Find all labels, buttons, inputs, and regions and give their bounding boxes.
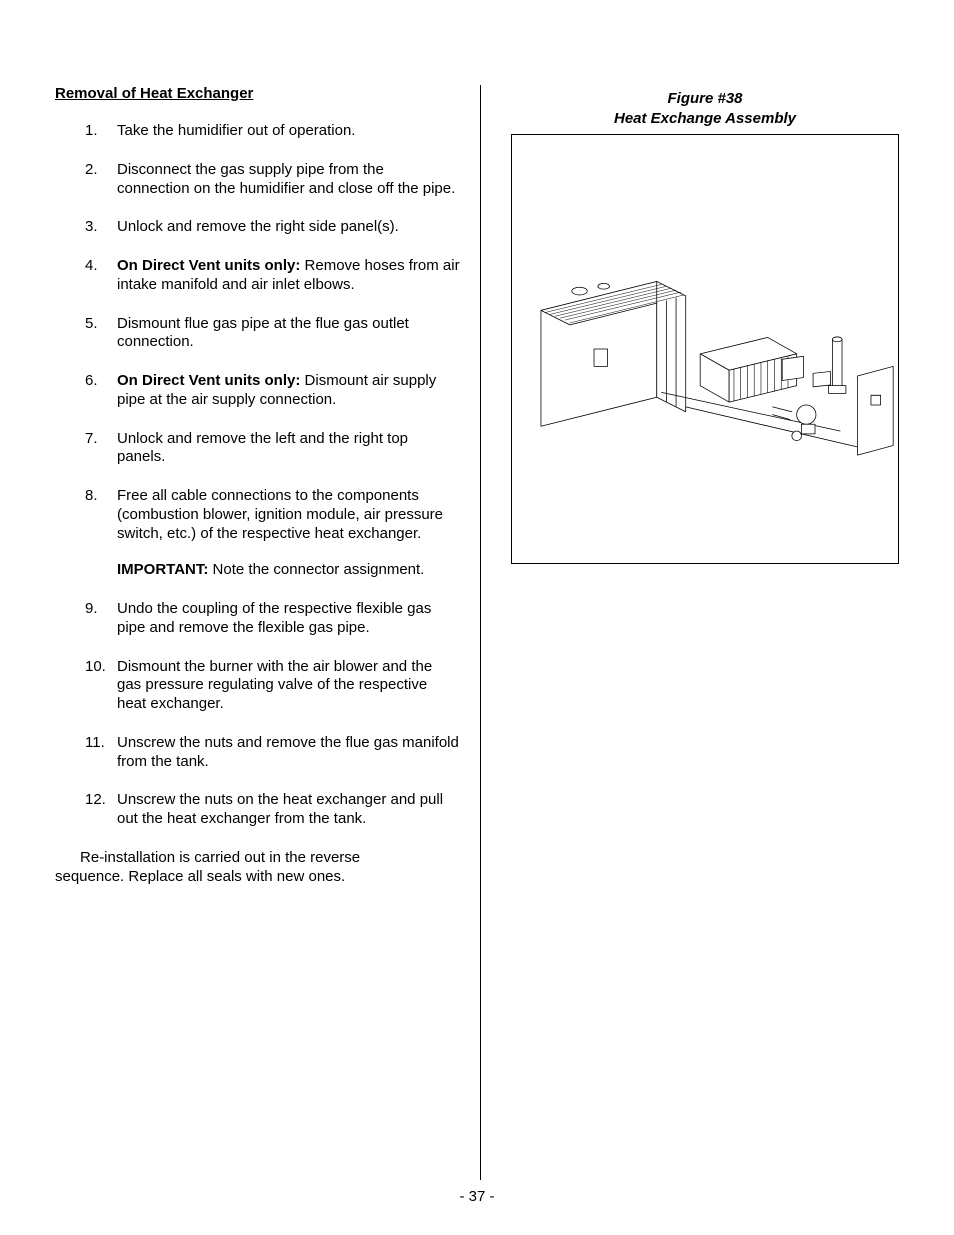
right-column: Figure #38 Heat Exchange Assembly [501,85,899,1180]
step-number: 5. [85,315,98,334]
step-number: 9. [85,600,98,619]
step-text: Undo the coupling of the respective flex… [117,600,431,636]
step-7: 7. Unlock and remove the left and the ri… [85,430,460,468]
step-1: 1. Take the humidifier out of operation. [85,122,460,141]
figure-box [511,134,899,564]
step-number: 7. [85,430,98,449]
step-number: 11. [85,734,105,753]
step-11: 11. Unscrew the nuts and remove the flue… [85,734,460,772]
note-lead: IMPORTANT: [117,561,208,578]
step-number: 10. [85,658,106,677]
step-8-note: IMPORTANT: Note the connector assignment… [117,561,460,580]
step-6: 6. On Direct Vent units only: Dismount a… [85,372,460,410]
closing-line-2: sequence. Replace all seals with new one… [55,868,345,885]
step-number: 8. [85,487,98,506]
step-number: 12. [85,791,106,810]
step-number: 2. [85,161,98,180]
step-number: 6. [85,372,98,391]
step-5: 5. Dismount flue gas pipe at the flue ga… [85,315,460,353]
steps-list: 1. Take the humidifier out of operation.… [55,122,460,829]
figure-number: Figure #38 [667,90,742,107]
step-number: 4. [85,257,98,276]
step-lead: On Direct Vent units only: [117,372,300,389]
step-text: Dismount flue gas pipe at the flue gas o… [117,315,409,351]
step-text: Dismount the burner with the air blower … [117,658,432,713]
page: Removal of Heat Exchanger 1. Take the hu… [0,0,954,1235]
step-4: 4. On Direct Vent units only: Remove hos… [85,257,460,295]
step-9: 9. Undo the coupling of the respective f… [85,600,460,638]
closing-paragraph: Re-installation is carried out in the re… [55,849,460,887]
figure-title: Heat Exchange Assembly [614,110,796,127]
step-text: Disconnect the gas supply pipe from the … [117,161,455,197]
step-3: 3. Unlock and remove the right side pane… [85,218,460,237]
two-column-layout: Removal of Heat Exchanger 1. Take the hu… [55,85,899,1180]
step-text: Unscrew the nuts and remove the flue gas… [117,734,459,770]
step-text: Unlock and remove the left and the right… [117,430,408,466]
note-text: Note the connector assignment. [208,561,424,578]
left-column: Removal of Heat Exchanger 1. Take the hu… [55,85,460,1180]
section-title: Removal of Heat Exchanger [55,85,460,102]
step-text: Unscrew the nuts on the heat exchanger a… [117,791,443,827]
step-number: 3. [85,218,98,237]
step-2: 2. Disconnect the gas supply pipe from t… [85,161,460,199]
step-lead: On Direct Vent units only: [117,257,300,274]
figure-caption: Figure #38 Heat Exchange Assembly [511,89,899,128]
closing-line-1: Re-installation is carried out in the re… [80,849,360,866]
step-text: Take the humidifier out of operation. [117,122,355,139]
step-8: 8. Free all cable connections to the com… [85,487,460,580]
step-number: 1. [85,122,98,141]
step-12: 12. Unscrew the nuts on the heat exchang… [85,791,460,829]
step-text: Unlock and remove the right side panel(s… [117,218,399,235]
column-divider [480,85,481,1180]
heat-exchange-diagram [512,135,898,563]
step-10: 10. Dismount the burner with the air blo… [85,658,460,714]
page-number: - 37 - [0,1188,954,1205]
step-text: Free all cable connections to the compon… [117,487,443,542]
